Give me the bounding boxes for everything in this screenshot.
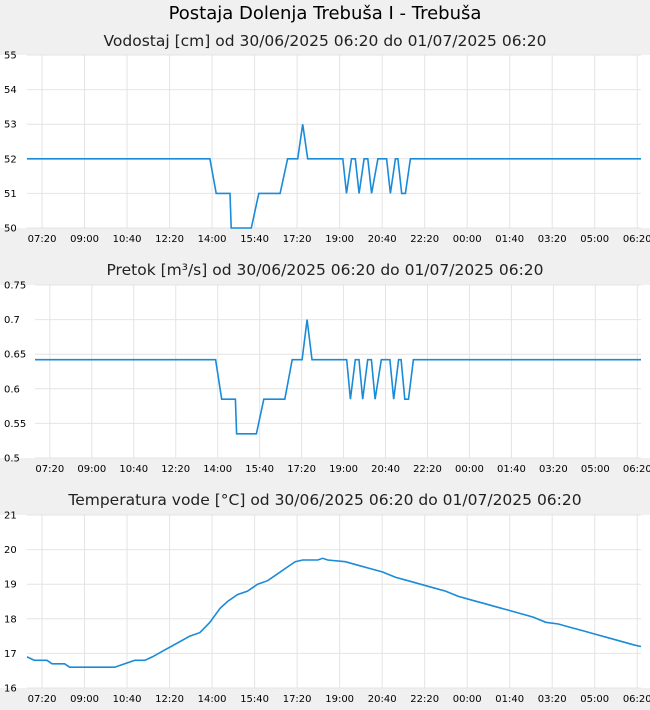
x-tick-label: 22:20 bbox=[410, 694, 439, 705]
y-tick-label: 0.65 bbox=[4, 350, 26, 361]
x-tick-label: 06:20 bbox=[623, 464, 650, 475]
x-tick-label: 12:20 bbox=[155, 694, 184, 705]
x-tick-label: 07:20 bbox=[28, 694, 57, 705]
x-tick-label: 01:40 bbox=[495, 694, 524, 705]
x-tick-label: 19:00 bbox=[325, 234, 354, 245]
x-tick-label: 06:20 bbox=[623, 694, 650, 705]
x-tick-label: 06:20 bbox=[623, 234, 650, 245]
x-tick-label: 00:00 bbox=[453, 694, 482, 705]
x-tick-label: 14:00 bbox=[198, 694, 227, 705]
x-tick-label: 01:40 bbox=[497, 464, 526, 475]
x-tick-label: 09:00 bbox=[70, 694, 99, 705]
chart-title: Vodostaj [cm] od 30/06/2025 06:20 do 01/… bbox=[103, 32, 546, 50]
x-tick-label: 15:40 bbox=[240, 694, 269, 705]
x-tick-label: 15:40 bbox=[240, 234, 269, 245]
y-tick-label: 0.55 bbox=[4, 419, 26, 430]
y-tick-label: 20 bbox=[4, 545, 17, 556]
x-tick-label: 20:40 bbox=[368, 694, 397, 705]
x-tick-label: 19:00 bbox=[329, 464, 358, 475]
x-tick-label: 20:40 bbox=[368, 234, 397, 245]
x-tick-label: 22:20 bbox=[410, 234, 439, 245]
y-tick-label: 18 bbox=[4, 614, 17, 625]
x-tick-label: 07:20 bbox=[35, 464, 64, 475]
x-tick-label: 17:20 bbox=[283, 234, 312, 245]
y-tick-label: 53 bbox=[4, 120, 17, 131]
plot-area bbox=[0, 515, 650, 688]
x-tick-label: 05:00 bbox=[580, 234, 609, 245]
series-line bbox=[26, 557, 642, 669]
x-tick-label: 15:40 bbox=[245, 464, 274, 475]
page-title: Postaja Dolenja Trebuša I - Trebuša bbox=[168, 3, 482, 24]
x-tick-label: 17:20 bbox=[287, 464, 316, 475]
x-tick-label: 22:20 bbox=[413, 464, 442, 475]
chart-2: 0.5 0.55 0.6 0.65 0.7 0.75 07:20 09:00 10:40 12:2… bbox=[0, 261, 650, 475]
y-tick-label: 0.75 bbox=[4, 281, 26, 292]
x-tick-label: 03:20 bbox=[538, 234, 567, 245]
x-tick-label: 05:00 bbox=[581, 464, 610, 475]
y-tick-label: 17 bbox=[4, 649, 17, 660]
x-tick-label: 10:40 bbox=[113, 694, 142, 705]
y-tick-label: 52 bbox=[4, 154, 17, 165]
y-tick-label: 21 bbox=[4, 511, 17, 522]
x-tick-label: 09:00 bbox=[70, 234, 99, 245]
x-tick-label: 03:20 bbox=[538, 694, 567, 705]
x-tick-label: 17:20 bbox=[283, 694, 312, 705]
x-tick-label: 12:20 bbox=[155, 234, 184, 245]
y-tick-label: 54 bbox=[4, 85, 17, 96]
x-tick-label: 10:40 bbox=[119, 464, 148, 475]
x-tick-label: 20:40 bbox=[371, 464, 400, 475]
x-tick-label: 12:20 bbox=[161, 464, 190, 475]
plot-area bbox=[0, 55, 650, 228]
x-tick-label: 14:00 bbox=[203, 464, 232, 475]
y-tick-label: 19 bbox=[4, 580, 17, 591]
y-tick-label: 0.7 bbox=[4, 315, 20, 326]
chart-3: 16 17 18 19 20 21 07:20 09:00 10:40 12:20 14:00 15:… bbox=[0, 491, 650, 705]
chart-title: Pretok [m³/s] od 30/06/2025 06:20 do 01/… bbox=[106, 261, 543, 279]
x-tick-label: 00:00 bbox=[455, 464, 484, 475]
chart-title: Temperatura vode [°C] od 30/06/2025 06:2… bbox=[67, 491, 581, 509]
x-tick-label: 09:00 bbox=[77, 464, 106, 475]
y-tick-label: 16 bbox=[4, 684, 17, 695]
x-tick-label: 00:00 bbox=[453, 234, 482, 245]
plot-area bbox=[0, 285, 650, 458]
y-tick-label: 0.5 bbox=[4, 454, 20, 465]
x-tick-label: 10:40 bbox=[113, 234, 142, 245]
x-tick-label: 14:00 bbox=[198, 234, 227, 245]
y-tick-label: 51 bbox=[4, 189, 17, 200]
y-tick-label: 50 bbox=[4, 224, 17, 235]
x-tick-label: 03:20 bbox=[539, 464, 568, 475]
x-tick-label: 01:40 bbox=[495, 234, 524, 245]
x-tick-label: 05:00 bbox=[580, 694, 609, 705]
chart-1: 50 51 52 53 54 55 07:20 09:00 10:40 12:20 14:00 15:… bbox=[0, 32, 650, 245]
y-tick-label: 55 bbox=[4, 51, 17, 62]
x-tick-label: 07:20 bbox=[28, 234, 57, 245]
series-line bbox=[35, 319, 641, 435]
y-tick-label: 0.6 bbox=[4, 384, 20, 395]
series-line bbox=[27, 124, 641, 229]
x-tick-label: 19:00 bbox=[325, 694, 354, 705]
